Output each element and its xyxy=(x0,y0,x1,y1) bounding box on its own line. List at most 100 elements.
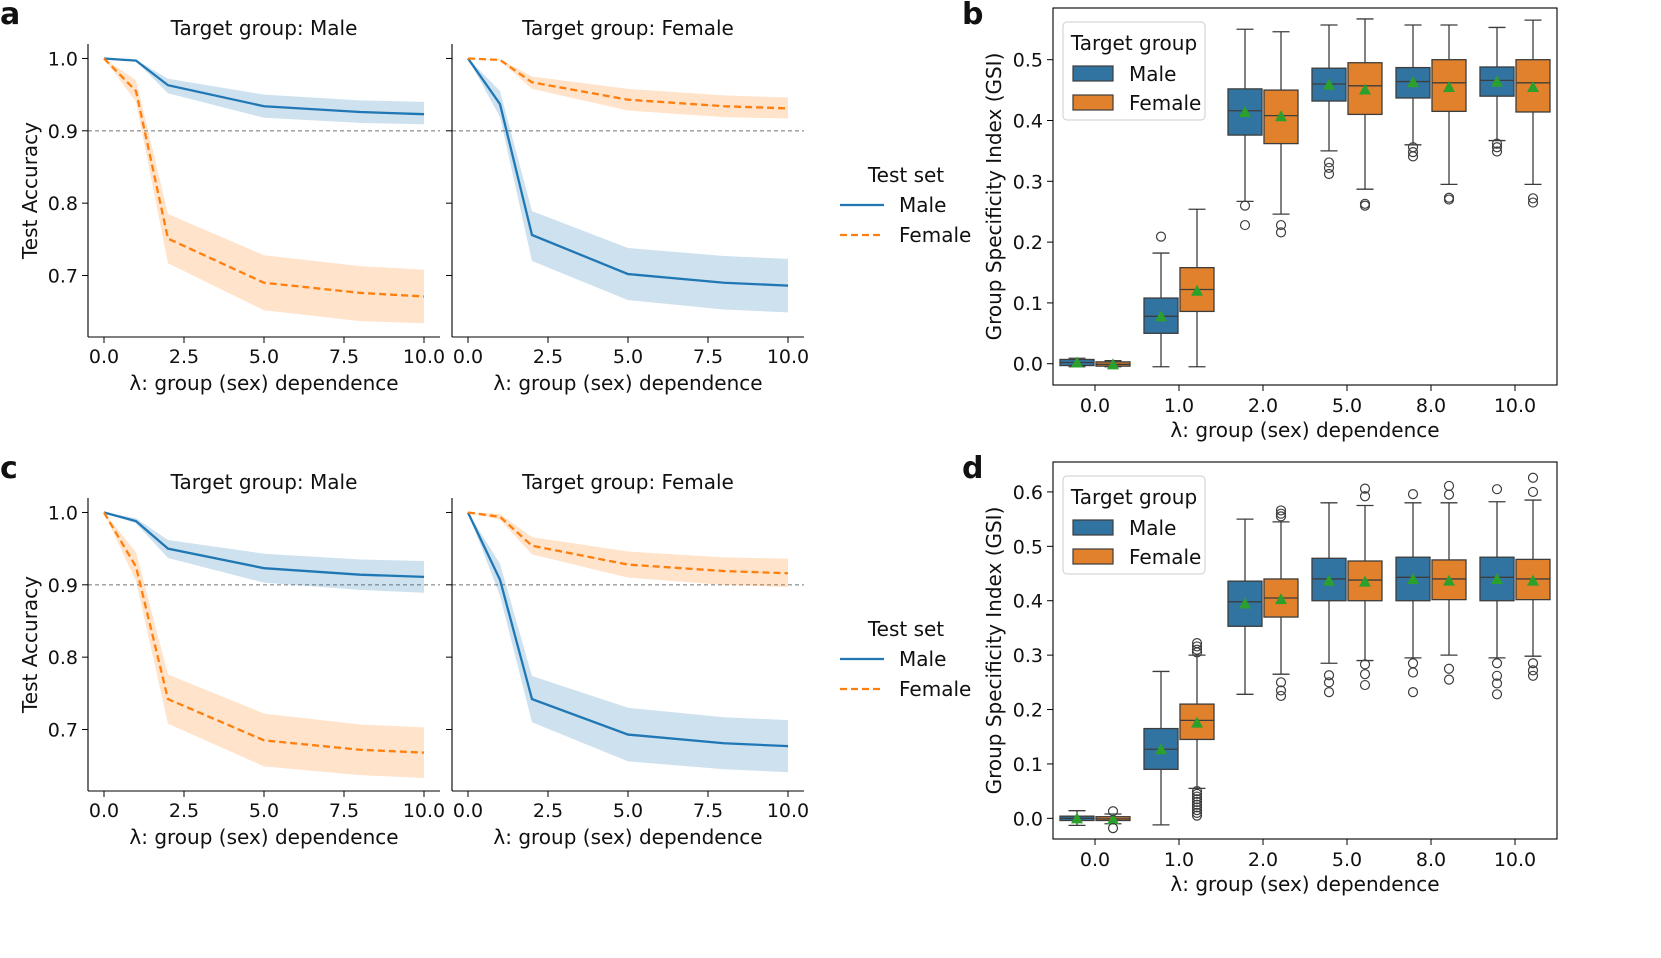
y-axis-label: Group Specificity Index (GSI) xyxy=(982,507,1006,795)
x-tick-label: 2.5 xyxy=(533,800,563,822)
chart-title: Target group: Male xyxy=(170,16,358,40)
outlier-point-female xyxy=(1191,802,1203,813)
y-tick-label: 0.9 xyxy=(48,575,78,597)
series-line-female xyxy=(103,511,425,754)
x-tick-label: 5.0 xyxy=(1332,395,1362,417)
outlier-point-female xyxy=(1443,489,1455,500)
x-axis-label: λ: group (sex) dependence xyxy=(1170,418,1439,442)
outlier-point-female xyxy=(1191,796,1203,808)
mean-marker-female xyxy=(1359,575,1371,587)
y-tick-label: 0.4 xyxy=(1013,110,1043,132)
outlier-point-female xyxy=(1527,472,1539,483)
mean-marker-male xyxy=(1155,310,1167,322)
mean-marker-male xyxy=(1407,76,1419,88)
panel-letter-a: a xyxy=(0,0,20,32)
outlier-point-male xyxy=(1323,670,1335,681)
outlier-point-female xyxy=(1191,794,1203,805)
series-line-female xyxy=(467,57,789,110)
y-axis-label: Test Accuracy xyxy=(18,576,42,714)
outlier-point-male xyxy=(1407,658,1419,669)
y-tick-label: 1.0 xyxy=(48,48,78,70)
mean-marker-female xyxy=(1107,813,1119,825)
outlier-point-female xyxy=(1443,674,1455,685)
chart-a-female: 0.0 2.5 5.0 7.5 10.0 Target group: Female λ: g… xyxy=(446,16,809,395)
legend-entry-label: Male xyxy=(1129,62,1176,86)
legend-title: Target group xyxy=(1070,31,1197,55)
outlier-point-male xyxy=(1491,142,1503,153)
outlier-point-male xyxy=(1491,678,1503,689)
series-line-male xyxy=(466,511,789,748)
outlier-point-male xyxy=(1407,147,1419,158)
y-tick-label: 0.0 xyxy=(1013,808,1043,830)
outlier-point-female xyxy=(1359,491,1371,502)
ci-band-female xyxy=(104,512,424,778)
outlier-point-female xyxy=(1443,480,1455,492)
legend-test-set-c: Test set Male Female xyxy=(840,617,971,701)
mean-marker-male xyxy=(1407,572,1419,584)
x-tick-label: 10.0 xyxy=(403,346,445,368)
y-tick-label: 0.8 xyxy=(48,647,78,669)
box-male xyxy=(1479,66,1515,97)
mean-marker-female xyxy=(1443,574,1455,586)
outlier-point-female xyxy=(1527,670,1539,681)
outlier-point-male xyxy=(1407,488,1419,500)
ci-band-male xyxy=(104,58,424,125)
legend-entry-label: Male xyxy=(899,193,946,217)
x-axis-label: λ: group (sex) dependence xyxy=(129,371,398,395)
x-tick-label: 7.5 xyxy=(329,800,359,822)
x-tick-label: 2.5 xyxy=(169,346,199,368)
outlier-point-female xyxy=(1275,685,1287,696)
x-tick-label: 5.0 xyxy=(613,800,643,822)
outlier-point-male xyxy=(1491,670,1503,681)
x-tick-label: 0.0 xyxy=(89,800,119,822)
chart-title: Target group: Female xyxy=(521,16,734,40)
x-tick-label: 10.0 xyxy=(403,800,445,822)
x-tick-label: 0.0 xyxy=(453,346,483,368)
x-tick-label: 10.0 xyxy=(767,800,809,822)
legend-title: Test set xyxy=(867,617,944,641)
ci-band-female xyxy=(468,58,788,119)
x-tick-label: 1.0 xyxy=(1164,849,1194,871)
x-tick-label: 5.0 xyxy=(249,800,279,822)
x-tick-label: 2.5 xyxy=(533,346,563,368)
series-line-male xyxy=(103,57,425,116)
outlier-point-male xyxy=(1407,151,1419,162)
outlier-point-female xyxy=(1275,690,1287,702)
outlier-point-male xyxy=(1491,689,1503,700)
outlier-point-female xyxy=(1275,508,1287,519)
outlier-point-male xyxy=(1491,138,1503,149)
mean-marker-female xyxy=(1191,284,1203,296)
y-tick-label: 0.7 xyxy=(48,266,78,288)
mean-marker-female xyxy=(1275,593,1287,605)
outlier-point-male xyxy=(1407,667,1419,678)
x-tick-label: 10.0 xyxy=(767,346,809,368)
y-tick-label: 1.0 xyxy=(48,502,78,524)
outlier-point-female xyxy=(1191,788,1203,799)
outlier-point-male xyxy=(1407,687,1419,698)
y-tick-label: 0.8 xyxy=(48,193,78,215)
y-axis-label: Group Specificity Index (GSI) xyxy=(982,53,1006,341)
y-tick-label: 0.5 xyxy=(1013,50,1043,72)
outlier-point-male xyxy=(1239,200,1251,211)
panel-letter-c: c xyxy=(0,451,18,486)
y-axis-label: Test Accuracy xyxy=(18,122,42,260)
outlier-point-female xyxy=(1359,679,1371,691)
outlier-point-female xyxy=(1527,197,1539,208)
outlier-point-female xyxy=(1275,505,1287,516)
legend-test-set-a: Test set Male Female xyxy=(840,163,971,247)
chart-title: Target group: Male xyxy=(170,470,358,494)
outlier-point-female xyxy=(1359,483,1371,494)
legend-entry-label: Female xyxy=(899,677,971,701)
plot-frame xyxy=(1052,461,1558,840)
x-axis-label: λ: group (sex) dependence xyxy=(129,825,398,849)
outlier-point-female xyxy=(1527,658,1539,669)
mean-marker-male xyxy=(1071,812,1083,824)
ci-band-female xyxy=(468,512,788,587)
outlier-point-female xyxy=(1275,511,1287,522)
series-line-female xyxy=(103,57,425,298)
mean-marker-female xyxy=(1527,574,1539,586)
outlier-point-male xyxy=(1491,658,1503,669)
ci-band-male xyxy=(468,58,788,313)
series-line-male xyxy=(467,57,789,287)
legend-entry-label: Female xyxy=(1129,545,1201,569)
